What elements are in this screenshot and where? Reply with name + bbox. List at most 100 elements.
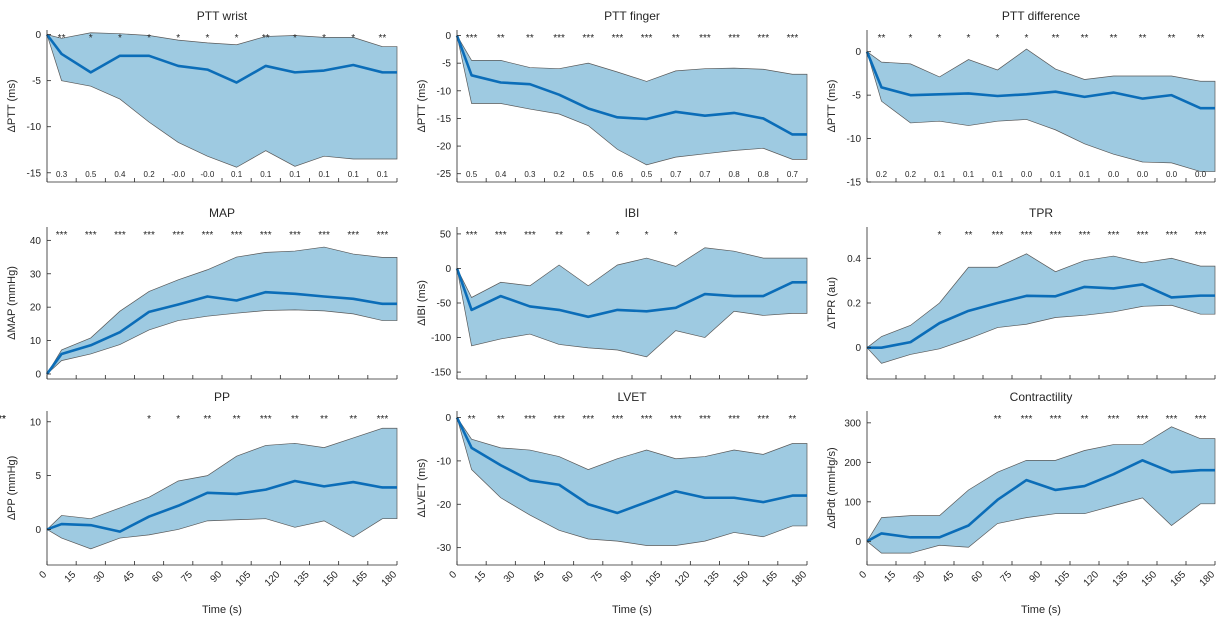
value-annotation: 0.4 bbox=[495, 170, 507, 179]
x-tick-label: 75 bbox=[998, 569, 1014, 585]
y-tick-label: 0 bbox=[445, 264, 451, 275]
x-tick-label: 60 bbox=[969, 569, 985, 585]
x-tick-label: 30 bbox=[502, 569, 518, 585]
x-tick-label: 150 bbox=[731, 569, 751, 589]
panel-8: 0 -10 -20 -30 0 15 30 45 60 75 90 105 120 135 150 165 18… bbox=[416, 390, 809, 616]
significance-marker: * bbox=[235, 33, 239, 44]
y-axis-label: ΔdPdt (mmHg/s) bbox=[826, 447, 838, 528]
significance-marker: *** bbox=[260, 230, 272, 241]
confidence-band bbox=[456, 247, 808, 358]
significance-marker: *** bbox=[347, 230, 359, 241]
significance-marker: ** bbox=[58, 33, 66, 44]
x-tick-label: 165 bbox=[1169, 569, 1189, 589]
significance-marker: * bbox=[615, 230, 619, 241]
y-axis-label: ΔLVET (ms) bbox=[416, 459, 428, 518]
y-tick-label: 0 bbox=[855, 537, 861, 548]
significance-marker: ** bbox=[555, 230, 563, 241]
significance-marker: * bbox=[996, 33, 1000, 44]
y-tick-label: -150 bbox=[431, 368, 451, 379]
significance-marker: *** bbox=[553, 414, 565, 425]
y-tick-label: 5 bbox=[35, 471, 41, 482]
significance-marker: ** bbox=[379, 33, 387, 44]
y-tick-label: 0 bbox=[855, 47, 861, 58]
confidence-band bbox=[46, 427, 398, 550]
y-tick-label: 0 bbox=[445, 31, 451, 42]
value-annotation: 0.5 bbox=[583, 170, 595, 179]
y-tick-label: 40 bbox=[30, 236, 42, 247]
y-tick-label: -10 bbox=[437, 86, 452, 97]
y-tick-label: 0 bbox=[35, 525, 41, 536]
significance-marker: *** bbox=[641, 414, 653, 425]
mean-line bbox=[865, 51, 1215, 110]
significance-marker: * bbox=[938, 33, 942, 44]
significance-marker: *** bbox=[1195, 414, 1207, 425]
value-annotation: 0.2 bbox=[876, 170, 888, 179]
significance-marker: *** bbox=[582, 414, 594, 425]
value-annotation: 0.5 bbox=[466, 170, 478, 179]
significance-marker: *** bbox=[670, 414, 682, 425]
significance-marker: *** bbox=[1021, 230, 1033, 241]
significance-marker: *** bbox=[1108, 230, 1120, 241]
y-tick-label: -10 bbox=[27, 122, 42, 133]
y-tick-label: -15 bbox=[847, 178, 862, 189]
significance-marker: *** bbox=[524, 414, 536, 425]
x-tick-label: 90 bbox=[1027, 569, 1043, 585]
significance-marker: ** bbox=[1139, 33, 1147, 44]
value-annotation: 0.7 bbox=[787, 170, 799, 179]
y-tick-label: -5 bbox=[32, 76, 41, 87]
value-annotation: 0.1 bbox=[992, 170, 1004, 179]
y-tick-label: -100 bbox=[431, 333, 451, 344]
significance-marker: * bbox=[205, 33, 209, 44]
x-axis-label: Time (s) bbox=[1021, 604, 1061, 616]
y-tick-label: -5 bbox=[852, 91, 861, 102]
significance-marker: *** bbox=[466, 230, 478, 241]
x-tick-label: 30 bbox=[911, 569, 927, 585]
significance-marker: *** bbox=[641, 33, 653, 44]
value-annotation: 0.5 bbox=[641, 170, 653, 179]
value-annotation: 0.2 bbox=[144, 170, 156, 179]
significance-marker: * bbox=[1025, 33, 1029, 44]
x-tick-label: 45 bbox=[531, 569, 547, 585]
y-axis-label: ΔTPR (au) bbox=[826, 277, 838, 329]
significance-marker: ** bbox=[1197, 33, 1205, 44]
mean-line bbox=[46, 479, 397, 533]
panel-title: MAP bbox=[209, 206, 235, 220]
x-tick-label: 120 bbox=[673, 569, 693, 589]
value-annotation: 0.0 bbox=[1137, 170, 1149, 179]
value-annotation: 0.1 bbox=[319, 170, 331, 179]
value-annotation: 0.6 bbox=[612, 170, 624, 179]
significance-marker: *** bbox=[1050, 230, 1062, 241]
significance-marker: *** bbox=[85, 230, 97, 241]
significance-marker: ** bbox=[1081, 414, 1089, 425]
significance-marker: ** bbox=[994, 414, 1002, 425]
x-tick-label: 15 bbox=[882, 569, 898, 585]
x-tick-label: 135 bbox=[702, 569, 722, 589]
confidence-band bbox=[456, 417, 808, 546]
value-annotation: 0.3 bbox=[56, 170, 68, 179]
y-tick-label: -20 bbox=[437, 500, 452, 511]
panel-title: Contractility bbox=[1010, 390, 1073, 404]
significance-marker: ** bbox=[291, 414, 299, 425]
y-axis-label: ΔPTT (ms) bbox=[826, 80, 838, 133]
confidence-band bbox=[46, 32, 398, 168]
mean-line bbox=[455, 35, 807, 136]
panel-4: 0 10 20 30 40 MAP ΔMAP (mmHg) *** *** *** *** *** **… bbox=[6, 206, 398, 380]
value-annotation: 0.4 bbox=[114, 170, 126, 179]
y-axis-label: ΔPP (mmHg) bbox=[6, 456, 18, 521]
x-tick-label: 105 bbox=[1053, 569, 1073, 589]
significance-marker: ** bbox=[468, 414, 476, 425]
significance-marker: *** bbox=[114, 230, 126, 241]
y-tick-label: 100 bbox=[844, 497, 861, 508]
panel-title: LVET bbox=[617, 390, 647, 404]
significance-marker: *** bbox=[172, 230, 184, 241]
significance-marker: ** bbox=[233, 414, 241, 425]
significance-marker: *** bbox=[143, 230, 155, 241]
y-tick-label: -30 bbox=[437, 543, 452, 554]
mean-line bbox=[45, 290, 397, 375]
panel-title: PTT wrist bbox=[197, 9, 248, 23]
y-axis-label: ΔIBI (ms) bbox=[416, 280, 428, 326]
x-axis-label: Time (s) bbox=[612, 604, 652, 616]
panel-title: PTT finger bbox=[604, 9, 660, 23]
significance-marker: *** bbox=[466, 33, 478, 44]
